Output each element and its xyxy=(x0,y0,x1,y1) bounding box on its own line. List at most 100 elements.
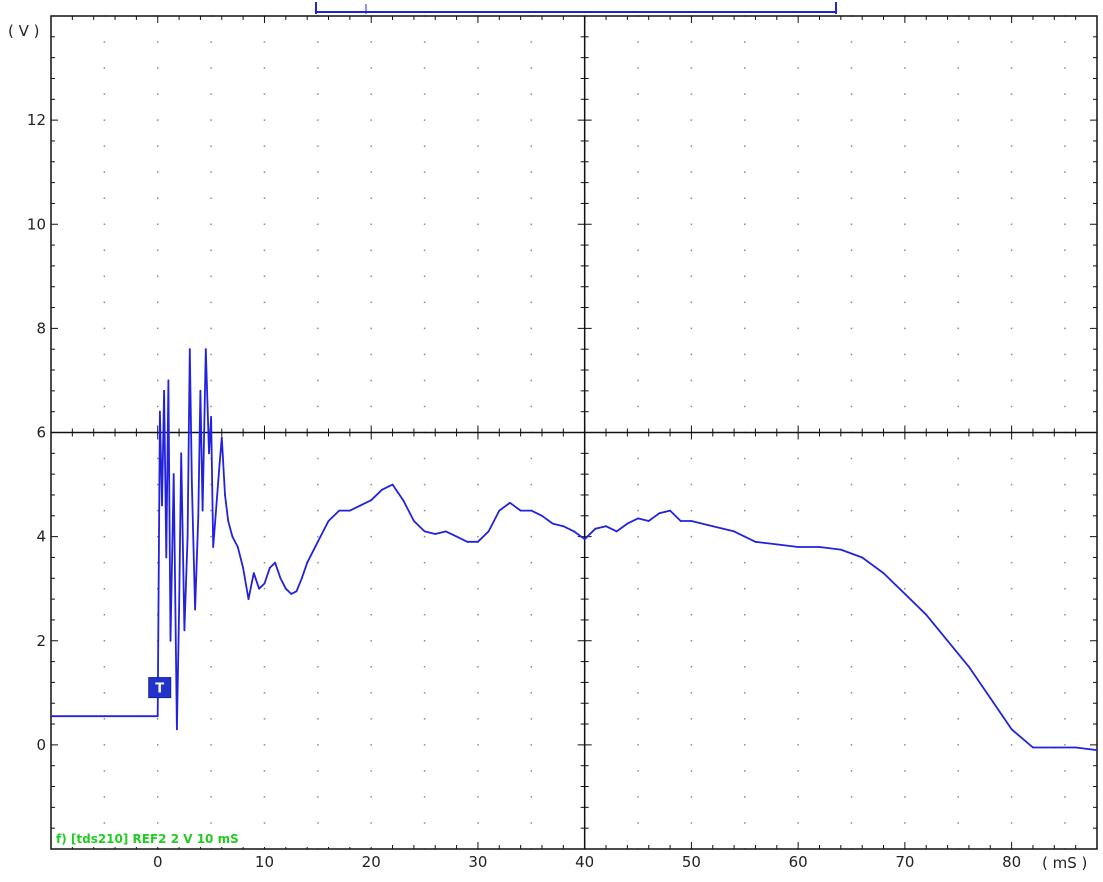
grid-dot xyxy=(423,587,426,590)
grid-dot xyxy=(103,770,106,772)
grid-dot xyxy=(370,535,372,538)
grid-dot xyxy=(210,796,212,798)
grid-dot xyxy=(797,535,799,538)
grid-dot xyxy=(103,822,106,824)
grid-dot xyxy=(156,171,159,173)
grid-dot xyxy=(637,744,639,746)
grid-dot xyxy=(637,692,639,694)
grid-dot xyxy=(690,718,693,720)
grid-dot xyxy=(263,353,266,356)
grid-dot xyxy=(477,587,479,590)
grid-dot xyxy=(850,327,853,330)
trace-point xyxy=(295,590,298,593)
trace-point xyxy=(594,527,597,530)
grid-dot xyxy=(477,770,479,772)
grid-dot xyxy=(156,744,159,746)
grid-dot xyxy=(797,457,799,460)
grid-dot xyxy=(423,119,426,121)
grid-dot xyxy=(317,405,319,408)
grid-dot xyxy=(317,379,319,382)
grid-dot xyxy=(263,613,266,616)
grid-dot xyxy=(103,171,106,173)
trigger-marker[interactable]: T xyxy=(148,677,172,699)
grid-dot xyxy=(957,561,959,564)
grid-dot xyxy=(904,483,906,486)
grid-dot xyxy=(530,223,533,225)
grid-dot xyxy=(904,41,906,43)
trace-point xyxy=(658,512,661,515)
grid-dot xyxy=(1010,692,1013,694)
grid-dot xyxy=(1010,770,1013,772)
grid-dot xyxy=(637,41,639,43)
grid-dot xyxy=(1064,301,1066,304)
grid-dot xyxy=(317,692,319,694)
grid-dot xyxy=(690,249,693,252)
grid-dot xyxy=(370,666,372,668)
grid-dot xyxy=(690,561,693,564)
grid-dot xyxy=(263,535,266,538)
grid-dot xyxy=(263,718,266,720)
x-tick-label: 70 xyxy=(895,853,914,871)
grid-dot xyxy=(957,692,959,694)
grid-dot xyxy=(370,770,372,772)
trace-layer xyxy=(50,348,1098,751)
grid-dot xyxy=(103,613,106,616)
grid-dot xyxy=(744,327,746,330)
trace-point xyxy=(434,533,437,535)
grid-dot xyxy=(477,405,479,408)
grid-dot xyxy=(1064,822,1066,824)
grid-dot xyxy=(210,223,212,225)
grid-dot xyxy=(797,223,799,225)
grid-dot xyxy=(530,275,533,278)
grid-dot xyxy=(1010,744,1013,746)
grid-dot xyxy=(904,587,906,590)
grid-dot xyxy=(477,197,479,199)
grid-dot xyxy=(1010,67,1013,69)
grid-dot xyxy=(850,796,853,798)
grid-dot xyxy=(156,197,159,199)
grid-dot xyxy=(103,666,106,668)
grid-dot xyxy=(957,405,959,408)
grid-dot xyxy=(317,718,319,720)
grid-dot xyxy=(317,119,319,121)
trace-point xyxy=(423,530,426,533)
trace-point xyxy=(208,452,210,455)
grid-dot xyxy=(156,327,159,330)
grid-dot xyxy=(637,457,639,460)
trace-point xyxy=(605,525,607,528)
grid-dot xyxy=(797,483,799,486)
grid-dot xyxy=(690,41,693,43)
grid-dot xyxy=(477,41,479,43)
trace-point xyxy=(498,509,501,512)
grid-dot xyxy=(850,405,853,408)
grid-dot xyxy=(156,457,159,460)
grid-dot xyxy=(210,41,212,43)
grid-dot xyxy=(957,666,959,668)
x-tick-label: 0 xyxy=(153,853,163,871)
grid-dot xyxy=(957,744,959,746)
grid-dot xyxy=(370,353,372,356)
grid-dot xyxy=(690,223,693,225)
grid-dot xyxy=(690,535,693,538)
grid-dot xyxy=(210,93,212,95)
trace-point xyxy=(186,535,189,538)
y-tick-label: 12 xyxy=(27,111,46,129)
grid-dot xyxy=(690,666,693,668)
grid-dot xyxy=(690,145,693,147)
grid-dot xyxy=(423,640,426,642)
trace-point xyxy=(775,543,778,546)
grid-dot xyxy=(850,353,853,356)
grid-dot xyxy=(1064,744,1066,746)
grid-dot xyxy=(477,327,479,330)
horizontal-cursor-bar[interactable] xyxy=(315,2,837,14)
trace-point xyxy=(509,501,511,504)
grid-dot xyxy=(263,327,266,330)
trace-point xyxy=(191,483,193,486)
grid-dot xyxy=(957,353,959,356)
trace-point xyxy=(562,525,565,528)
grid-dot xyxy=(850,613,853,616)
grid-dot xyxy=(637,587,639,590)
grid-dot xyxy=(210,353,212,356)
trace-point xyxy=(573,530,575,533)
grid-dot xyxy=(1064,509,1066,512)
